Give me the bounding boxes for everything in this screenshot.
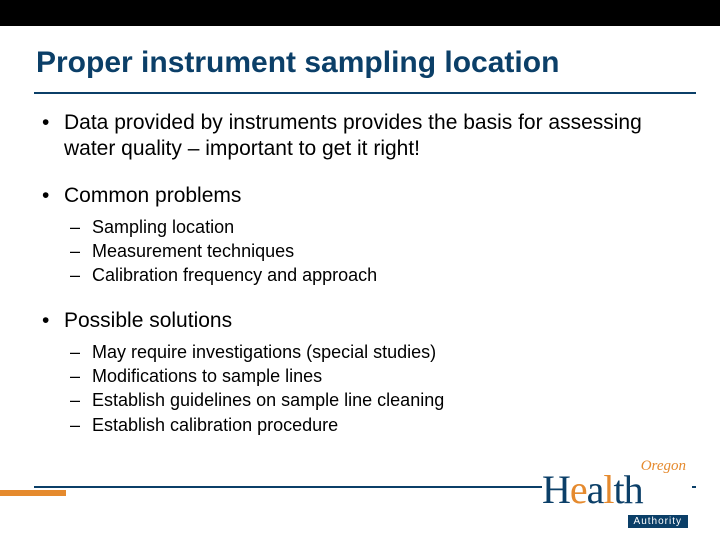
bullet-text: Possible solutions xyxy=(64,309,232,332)
sub-bullet-text: May require investigations (special stud… xyxy=(92,342,436,362)
sub-bullet-item: May require investigations (special stud… xyxy=(92,340,684,364)
slide-title: Proper instrument sampling location xyxy=(0,26,720,88)
sub-bullet-text: Calibration frequency and approach xyxy=(92,265,377,285)
sub-bullet-item: Modifications to sample lines xyxy=(92,364,684,388)
bullet-item: Common problems Sampling location Measur… xyxy=(64,183,684,288)
bullet-text: Common problems xyxy=(64,184,241,207)
bullet-item: Data provided by instruments provides th… xyxy=(64,110,684,163)
sub-bullet-item: Measurement techniques xyxy=(92,239,684,263)
sub-bullet-item: Establish calibration procedure xyxy=(92,413,684,437)
sub-bullet-list: May require investigations (special stud… xyxy=(64,340,684,437)
bullet-text: Data provided by instruments provides th… xyxy=(64,111,642,160)
bullet-list: Data provided by instruments provides th… xyxy=(36,110,684,437)
sub-bullet-text: Establish calibration procedure xyxy=(92,415,338,435)
sub-bullet-item: Establish guidelines on sample line clea… xyxy=(92,388,684,412)
bullet-item: Possible solutions May require investiga… xyxy=(64,308,684,437)
sub-bullet-text: Sampling location xyxy=(92,217,234,237)
sub-bullet-text: Modifications to sample lines xyxy=(92,366,322,386)
logo-health-text: Health xyxy=(542,470,692,510)
sub-bullet-item: Calibration frequency and approach xyxy=(92,263,684,287)
sub-bullet-text: Measurement techniques xyxy=(92,241,294,261)
accent-bar xyxy=(0,490,66,496)
top-black-bar xyxy=(0,0,720,26)
sub-bullet-item: Sampling location xyxy=(92,215,684,239)
logo-oregon-text: Oregon xyxy=(641,458,686,475)
slide-content: Data provided by instruments provides th… xyxy=(0,94,720,437)
sub-bullet-text: Establish guidelines on sample line clea… xyxy=(92,390,444,410)
slide: Proper instrument sampling location Data… xyxy=(0,0,720,540)
sub-bullet-list: Sampling location Measurement techniques… xyxy=(64,215,684,288)
oregon-health-authority-logo: Oregon Health Authority xyxy=(542,456,692,528)
logo-authority-text: Authority xyxy=(628,515,688,528)
